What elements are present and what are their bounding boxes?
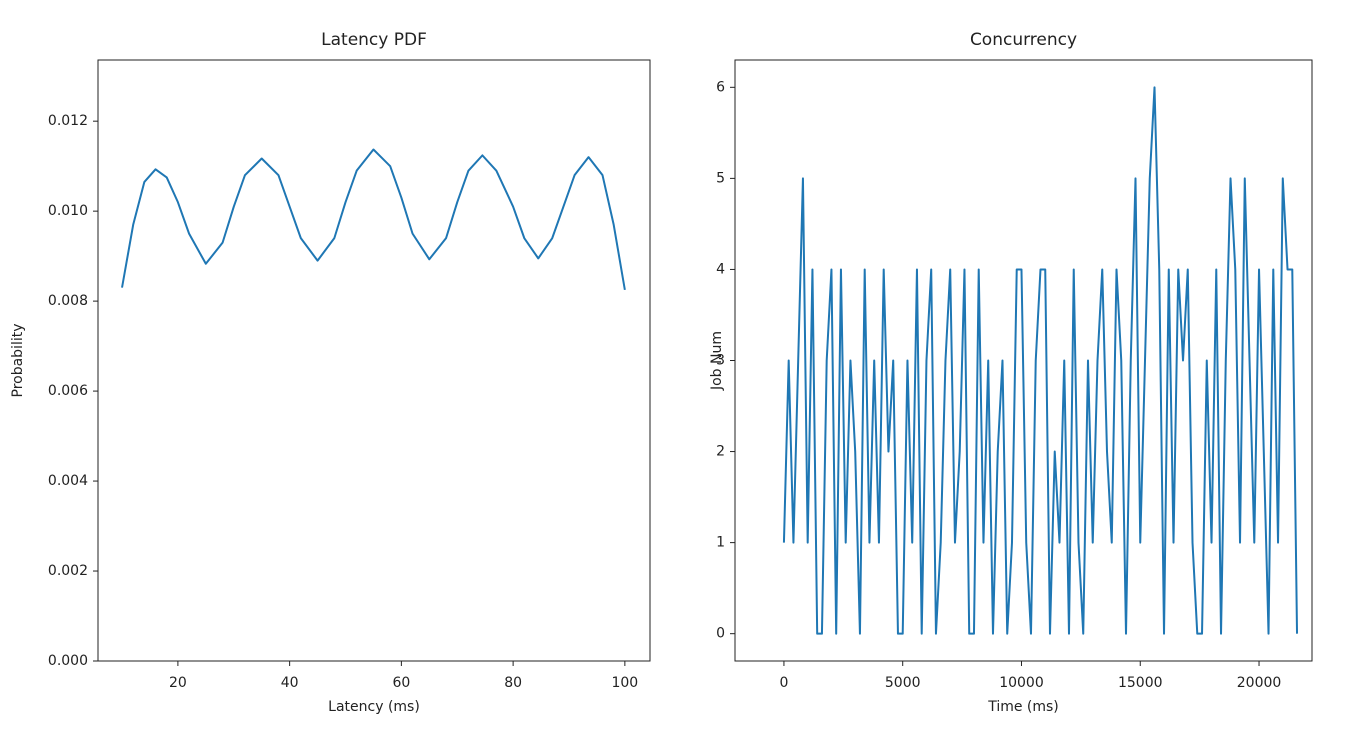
data-line xyxy=(782,86,1299,635)
y-axis-label: Job Num xyxy=(709,331,725,391)
x-tick-label: 40 xyxy=(281,675,299,691)
y-tick-label: 0.008 xyxy=(48,293,88,309)
chart-title: Latency PDF xyxy=(321,30,427,50)
y-tick-label: 1 xyxy=(716,535,725,551)
y-tick-label: 6 xyxy=(716,79,725,95)
y-tick-label: 0.000 xyxy=(48,653,88,669)
y-tick-label: 0.012 xyxy=(48,113,88,129)
plot-frame xyxy=(97,59,651,662)
y-tick-label: 2 xyxy=(716,444,725,460)
x-tick-label: 20 xyxy=(169,675,187,691)
plot-frame xyxy=(734,59,1313,662)
x-tick-label: 80 xyxy=(504,675,522,691)
x-tick-label: 20000 xyxy=(1237,675,1282,691)
y-axis-label: Probability xyxy=(10,323,26,397)
y-tick-label: 4 xyxy=(716,261,725,277)
x-tick-label: 60 xyxy=(392,675,410,691)
y-tick-label: 0.006 xyxy=(48,383,88,399)
y-tick-label: 0.004 xyxy=(48,473,88,489)
y-tick-label: 3 xyxy=(716,353,725,369)
x-axis-label: Latency (ms) xyxy=(328,699,420,715)
x-tick-label: 10000 xyxy=(999,675,1044,691)
x-axis-label: Time (ms) xyxy=(987,699,1059,715)
chart-title: Concurrency xyxy=(970,30,1077,50)
y-tick-label: 0.010 xyxy=(48,203,88,219)
x-tick-label: 15000 xyxy=(1118,675,1163,691)
y-tick-label: 0 xyxy=(716,626,725,642)
x-tick-label: 100 xyxy=(611,675,638,691)
data-line xyxy=(121,148,626,291)
x-tick-label: 5000 xyxy=(885,675,921,691)
x-tick-label: 0 xyxy=(779,675,788,691)
y-tick-label: 5 xyxy=(716,170,725,186)
y-tick-label: 0.002 xyxy=(48,563,88,579)
